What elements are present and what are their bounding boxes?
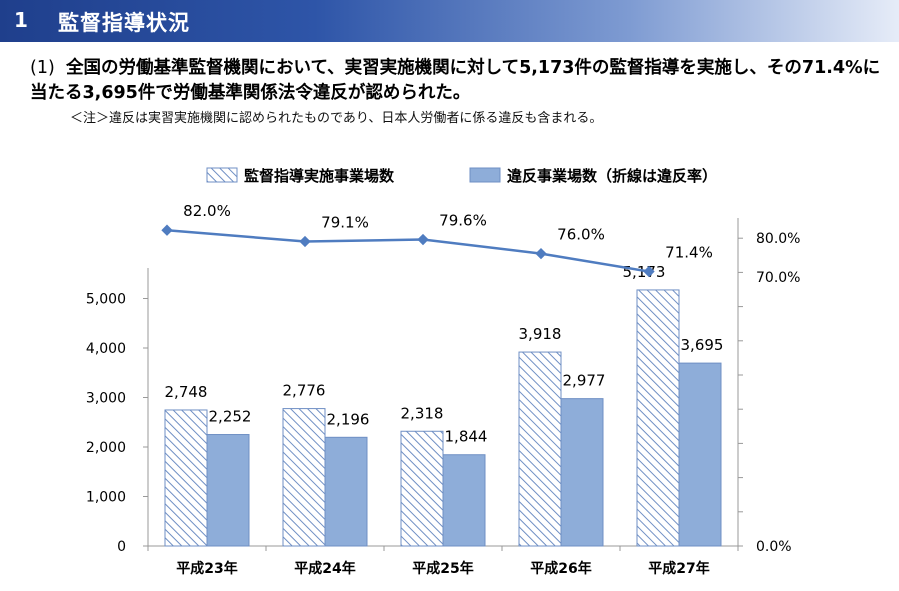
right-axis-tick-label: 80.0% [756,231,800,247]
left-axis-tick-label: 3,000 [86,391,126,407]
x-axis-category-label: 平成23年 [176,560,237,577]
violation-rate-point [299,235,311,248]
paragraph-text: 全国の労働基準監督機関において、実習実施機関に対して5,173件の監督指導を実施… [30,58,881,103]
violation-rate-point [161,224,173,236]
left-axis-tick-label: 1,000 [86,490,126,506]
violation-rate-label: 71.4% [665,244,713,262]
bar-violations [442,454,486,547]
violation-rate-point [417,233,429,246]
violation-rate-label: 82.0% [183,202,231,220]
left-axis-tick-label: 0 [117,539,126,555]
violation-rate-label: 76.0% [557,226,605,244]
bar-violations-label: 3,695 [681,336,724,354]
left-axis-tick-label: 2,000 [86,440,126,456]
section-number: 1 [14,8,28,32]
section-header: 1 監督指導状況 [0,0,899,42]
violation-rate-label: 79.6% [439,212,487,230]
x-axis-category-label: 平成26年 [530,560,591,577]
bar-inspected [164,409,208,547]
bar-inspected-label: 2,748 [165,383,208,401]
bar-violations [678,362,722,547]
right-axis-tick-label: 70.0% [756,270,800,286]
bar-inspected [636,289,680,547]
x-axis-category-label: 平成27年 [648,560,709,577]
bar-violations-label: 1,844 [445,428,488,446]
bar-inspected-label: 2,318 [401,404,444,422]
footnote: ＜注＞違反は実習実施機関に認められたものであり、日本人労働者に係る違反も含まれる… [70,111,603,126]
right-axis-tick-label: 0.0% [756,539,792,555]
bar-violations-label: 2,252 [209,408,252,426]
legend-swatch-violations [469,167,501,183]
summary-paragraph: (1) 全国の労働基準監督機関において、実習実施機関に対して5,173件の監督指導… [30,56,895,106]
bar-violations-label: 2,196 [327,410,370,428]
bar-violations [560,398,604,547]
bar-inspected [400,430,444,547]
violation-rate-point [643,265,655,278]
bar-inspected-label: 3,918 [519,325,562,343]
bar-inspected [282,408,326,547]
left-axis-tick-label: 4,000 [86,341,126,357]
violation-rate-label: 79.1% [321,214,369,232]
section-title: 監督指導状況 [58,11,190,35]
legend-swatch-inspected [206,167,238,183]
bar-violations [324,436,368,547]
left-axis-tick-label: 5,000 [86,292,126,308]
bar-inspected-label: 2,776 [283,382,326,400]
legend-label-violations: 違反事業場数（折線は違反率） [507,167,717,185]
x-axis-category-label: 平成24年 [294,560,355,577]
x-axis-category-label: 平成25年 [412,560,473,577]
paragraph-number: (1) [30,58,55,78]
violation-rate-point [535,247,547,260]
legend-label-inspected: 監督指導実施事業場数 [244,167,395,185]
bar-violations [206,434,250,547]
bar-violations-label: 2,977 [563,372,606,390]
bar-inspected [518,351,562,547]
